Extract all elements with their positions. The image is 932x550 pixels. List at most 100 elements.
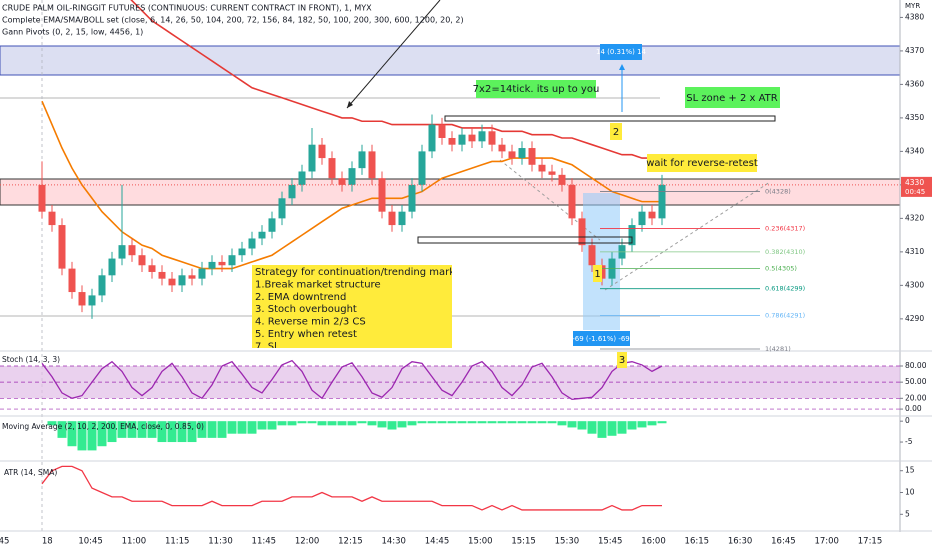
bar: [467, 421, 477, 424]
candle-body: [228, 255, 236, 266]
bar: [257, 421, 267, 430]
candle-body: [378, 178, 386, 212]
fib-label: 0.236(4317): [765, 224, 805, 232]
bar: [287, 421, 297, 426]
candle-body: [38, 184, 46, 212]
structure-box: [417, 236, 633, 244]
y-tick-label: 4370: [905, 46, 924, 55]
candle-body: [288, 184, 296, 199]
strategy-line: 7. Sl: [255, 341, 277, 352]
x-tick-label: 11:45: [252, 537, 277, 547]
candle-body: [498, 144, 506, 152]
bar: [47, 421, 57, 426]
candle-body: [218, 261, 226, 266]
y-tick-label: 0: [905, 416, 910, 425]
bar: [647, 421, 657, 426]
strategy-line: 5. Entry when retest: [255, 329, 357, 340]
y-tick-label: 50.00: [905, 377, 927, 386]
x-tick-label: 15:45: [598, 537, 623, 547]
bar: [577, 421, 587, 430]
bar: [327, 421, 337, 426]
y-tick-label: 10: [905, 488, 915, 497]
candle-body: [148, 265, 156, 272]
bar: [417, 421, 427, 424]
label-box: [617, 352, 627, 368]
chart-title: CRUDE PALM OIL-RINGGIT FUTURES (CONTINUO…: [2, 4, 372, 13]
bar: [147, 421, 157, 438]
y-tick-label: 0.00: [905, 404, 922, 413]
bar: [507, 421, 517, 424]
bar: [487, 421, 497, 424]
x-tick-label: 14:45: [425, 537, 450, 547]
annotation: -69 (-1.61%) -69: [572, 335, 630, 343]
x-tick-label: 15:00: [468, 537, 493, 547]
label-box: [685, 87, 780, 108]
arrow-head: [619, 64, 625, 70]
bar: [97, 421, 107, 447]
bar: [397, 421, 407, 428]
candle-body: [98, 275, 106, 296]
pane-title: Stoch (14, 3, 3): [2, 355, 60, 364]
y-tick-label: 15: [905, 466, 915, 475]
candle-body: [208, 261, 216, 269]
bar: [607, 421, 617, 436]
bar: [247, 421, 257, 434]
bar: [587, 421, 597, 434]
bar: [517, 421, 527, 424]
candle-body: [198, 268, 206, 279]
candle-body: [138, 255, 146, 266]
label-box: [647, 154, 757, 172]
countdown: 00:45: [905, 188, 925, 196]
bar: [337, 421, 347, 426]
candle-body: [518, 148, 526, 159]
indicator-label: Complete EMA/SMA/BOLL set (close, 6, 14,…: [2, 16, 464, 25]
bar: [107, 421, 117, 443]
strategy-line: 3. Stoch overbought: [255, 304, 357, 315]
candle-body: [278, 198, 286, 219]
x-tick-label: 11:15: [165, 537, 190, 547]
strategy-line: 2. EMA downtrend: [255, 292, 346, 303]
bar: [447, 421, 457, 424]
candle-body: [418, 151, 426, 185]
bar: [57, 421, 67, 438]
candle-body: [238, 248, 246, 256]
bar: [177, 421, 187, 443]
x-tick-label: 18: [42, 537, 53, 547]
bar: [497, 421, 507, 424]
x-tick-label: 17:15: [858, 537, 883, 547]
bar: [127, 421, 137, 438]
y-tick-label: 4300: [905, 280, 924, 289]
label-box: [593, 265, 602, 282]
bar: [167, 421, 177, 443]
candle-body: [588, 245, 596, 266]
bar: [427, 421, 437, 424]
candle-body: [508, 151, 516, 159]
line: [130, 0, 663, 163]
candle-body: [428, 124, 436, 152]
bar: [277, 421, 287, 426]
candle-body: [178, 275, 186, 286]
bar: [317, 421, 327, 426]
fib-label: 0.786(4291): [765, 312, 805, 320]
x-tick-label: 11:30: [208, 537, 233, 547]
candle-body: [538, 164, 546, 172]
arrow-head: [347, 101, 353, 108]
bar: [357, 421, 367, 424]
bar: [537, 421, 547, 424]
x-tick-label: 16:00: [641, 537, 666, 547]
bar: [197, 421, 207, 438]
candle-body: [88, 295, 96, 306]
annotation: 1: [594, 269, 600, 280]
drawings: [0, 0, 901, 532]
candle-body: [458, 134, 466, 145]
candle-body: [248, 238, 256, 249]
candle-body: [58, 225, 66, 269]
candle-body: [558, 174, 566, 185]
candle-body: [298, 171, 306, 185]
candle-body: [328, 158, 336, 179]
y-tick-label: 4350: [905, 113, 924, 122]
candle-body: [658, 184, 666, 219]
x-tick-label: 15:15: [511, 537, 536, 547]
